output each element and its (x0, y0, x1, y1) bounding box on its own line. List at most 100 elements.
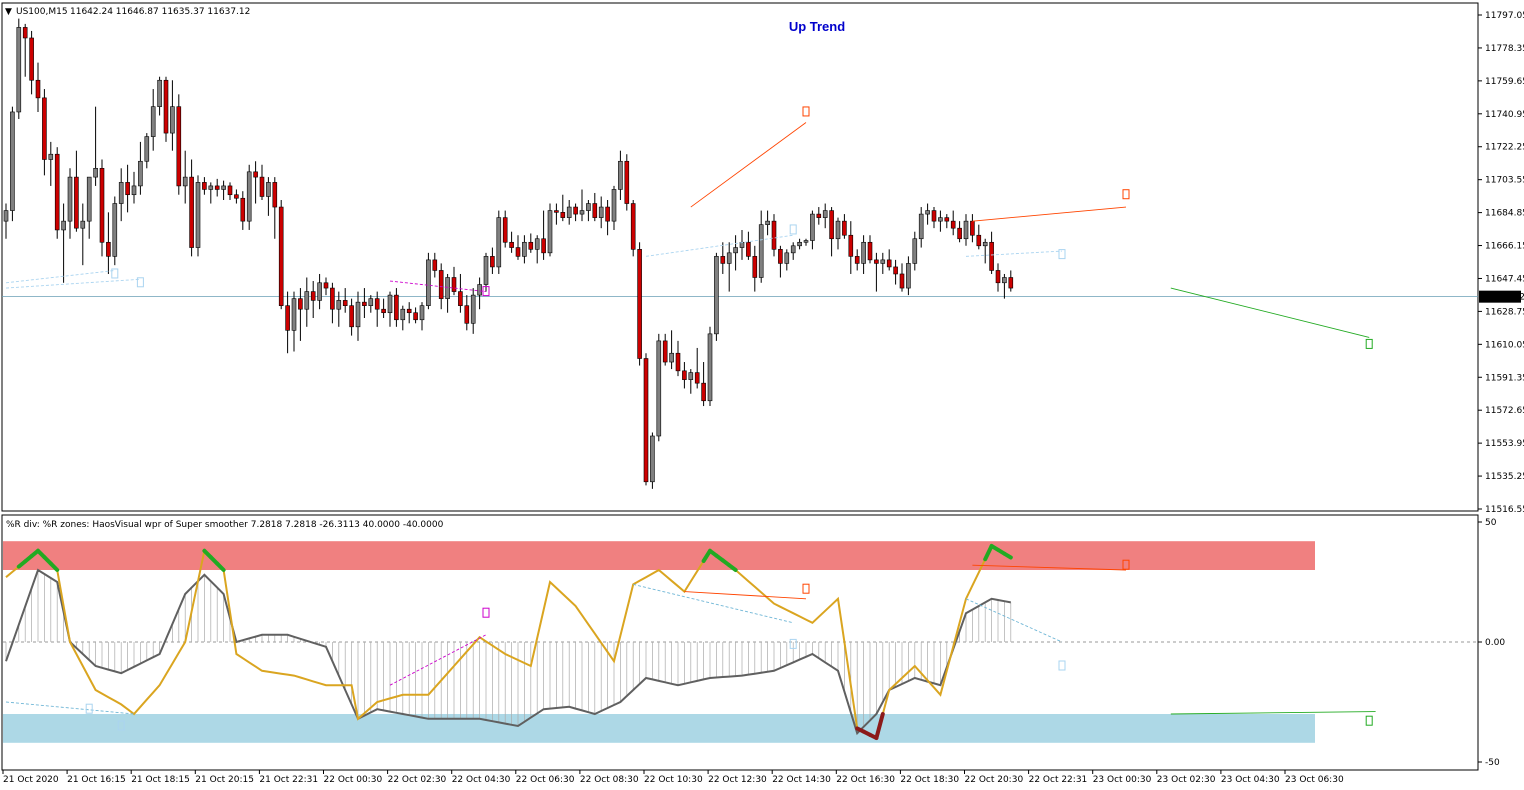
y-tick-label: 11591.35 (1485, 373, 1524, 383)
candle-body (362, 301, 367, 306)
candle-body (221, 185, 226, 190)
candle-body (387, 294, 393, 314)
candle-body (163, 79, 169, 134)
candle-body (246, 171, 252, 222)
candle-body (278, 206, 284, 306)
candle-body (374, 298, 380, 310)
candle-body (138, 160, 143, 187)
overbought-highlight (983, 544, 994, 562)
candle-body (106, 241, 111, 257)
divergence-line (690, 122, 807, 208)
y-tick-label: 11778.35 (1485, 44, 1524, 54)
candle-body (598, 206, 604, 218)
candle-body (720, 256, 726, 264)
divergence-line (972, 206, 1127, 222)
x-tick-label: 22 Oct 02:30 (388, 775, 447, 785)
candle-body (349, 305, 354, 328)
y-tick-label: 11516.55 (1485, 505, 1524, 515)
x-tick-label: 22 Oct 20:30 (965, 775, 1024, 785)
candle-body (912, 238, 918, 264)
indicator-y-tick-label: 50 (1485, 518, 1497, 528)
candle-body (630, 203, 636, 250)
candle-body (957, 227, 962, 240)
candle-body (413, 312, 418, 321)
main-panel-frame (1, 2, 1479, 512)
candle-body (1008, 277, 1014, 289)
divergence-marker (802, 106, 810, 117)
y-tick-label: 11572.65 (1485, 406, 1524, 416)
indicator-divergence-line (1170, 711, 1376, 715)
candle-body (547, 210, 553, 254)
candle-body (880, 259, 886, 264)
candle-body (784, 252, 790, 264)
candle-body (208, 185, 214, 190)
y-tick-label: 11759.65 (1485, 77, 1524, 87)
candle-body (675, 352, 681, 372)
x-tick-label: 23 Oct 04:30 (1221, 775, 1280, 785)
candle-body (125, 182, 130, 196)
candle-body (714, 256, 719, 335)
candle-body (42, 97, 47, 160)
indicator-layer (3, 541, 1478, 743)
ohlc-values: 11642.24 11646.87 11635.37 11637.12 (70, 7, 250, 17)
candle-body (381, 308, 386, 314)
x-tick-label: 22 Oct 10:30 (644, 775, 703, 785)
candle-body (330, 287, 335, 310)
candle-body (586, 203, 591, 211)
candle-body (99, 168, 105, 243)
indicator-divergence-line (965, 598, 1063, 643)
candle-body (323, 282, 329, 289)
divergence-marker (111, 268, 119, 279)
candle-body (285, 305, 290, 331)
candle-body (182, 176, 188, 187)
x-tick-label: 22 Oct 18:30 (900, 775, 959, 785)
y-tick-label: 11666.15 (1485, 242, 1524, 252)
candle-body (643, 358, 649, 483)
x-tick-label: 23 Oct 02:30 (1157, 775, 1216, 785)
candle-body (528, 241, 534, 250)
divergence-line (5, 278, 141, 289)
candle-body (170, 106, 175, 134)
x-tick-label: 23 Oct 00:30 (1093, 775, 1152, 785)
overbought-highlight (727, 563, 738, 572)
symbol-arrow-icon[interactable]: ▼ (5, 7, 12, 17)
indicator-divergence-line (5, 701, 135, 715)
x-tick-label: 22 Oct 16:30 (836, 775, 895, 785)
y-tick-label: 11722.25 (1485, 143, 1524, 153)
candle-body (778, 249, 783, 264)
candle-body (618, 160, 623, 190)
divergence-marker (1058, 249, 1066, 260)
candle-body (592, 203, 598, 218)
indicator-divergence-line (389, 634, 487, 686)
candle-body (451, 277, 457, 292)
overbought-highlight (701, 548, 712, 563)
oversold-highlight (874, 712, 885, 740)
candle-body (509, 241, 514, 248)
candle-body (899, 273, 905, 289)
candle-body (579, 210, 585, 215)
x-tick-label: 22 Oct 22:31 (1029, 775, 1088, 785)
candle-body (48, 153, 54, 160)
candle-body (355, 301, 361, 328)
candle-body (202, 182, 207, 190)
candle-body (253, 171, 258, 178)
candle-body (938, 217, 943, 222)
candle-body (874, 259, 879, 264)
candle-body (445, 277, 450, 299)
y-tick-label: 11610.05 (1485, 340, 1524, 350)
candle-body (266, 182, 271, 197)
candle-body (918, 213, 924, 240)
candle-body (29, 37, 34, 81)
divergence-line (965, 250, 1063, 257)
candle-body (227, 185, 233, 196)
candle-body (822, 210, 828, 218)
indicator-divergence-line (684, 591, 807, 600)
x-tick-label: 22 Oct 04:30 (452, 775, 511, 785)
candle-body (298, 298, 303, 310)
candle-body (637, 249, 642, 359)
x-tick-label: 21 Oct 18:15 (131, 775, 190, 785)
candle-body (982, 241, 988, 247)
candle-body (976, 234, 982, 247)
candle-body (611, 189, 617, 222)
